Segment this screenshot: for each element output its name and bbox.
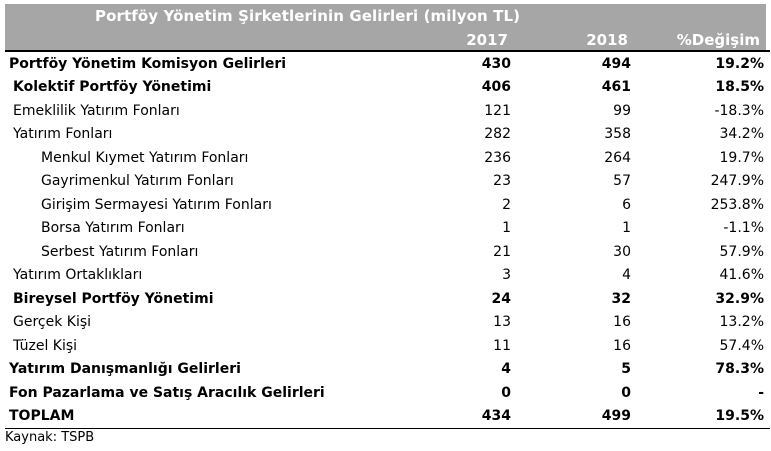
cell-2018: 0: [621, 384, 631, 401]
cell-change: -1.1%: [723, 220, 764, 237]
row-label: Girişim Sermayesi Yatırım Fonları: [41, 196, 272, 213]
cell-2018: 499: [601, 408, 631, 425]
cell-change: 57.4%: [719, 337, 764, 354]
cell-change: 19.5%: [715, 408, 764, 425]
table-row: Serbest Yatırım Fonları 21 30 57.9%: [5, 240, 770, 264]
cell-change: 57.9%: [719, 243, 764, 260]
table-row: Borsa Yatırım Fonları 1 1 -1.1%: [5, 217, 770, 241]
cell-change: 18.5%: [715, 79, 764, 96]
table-row: Kolektif Portföy Yönetimi 406 461 18.5%: [5, 76, 770, 100]
table-row: TOPLAM 434 499 19.5%: [5, 405, 770, 429]
row-label: Kolektif Portföy Yönetimi: [13, 79, 212, 96]
table-row: Girişim Sermayesi Yatırım Fonları 2 6 253.8…: [5, 193, 770, 217]
column-header-2017: 2017: [466, 31, 508, 49]
cell-2018: 494: [511, 50, 631, 76]
table-row: Gayrimenkul Yatırım Fonları 23 57 247.9%: [5, 170, 770, 194]
table-title: Portföy Yönetim Şirketlerinin Gelirleri …: [95, 7, 521, 25]
table-row: Menkul Kıymet Yatırım Fonları 236 264 19.7%: [5, 146, 770, 170]
source-note: Kaynak: TSPB: [5, 430, 95, 445]
column-header-2018: 2018: [586, 31, 628, 49]
row-label: Tüzel Kişi: [13, 337, 78, 354]
table-row: Gerçek Kişi 13 16 13.2%: [5, 311, 770, 335]
cell-2017: 282: [484, 126, 511, 143]
cell-change: 253.8%: [710, 196, 764, 213]
cell-2017: 11: [493, 337, 511, 354]
table-row: Yatırım Danışmanlığı Gelirleri 4 5 78.3%: [5, 358, 770, 382]
row-label: Fon Pazarlama ve Satış Aracılık Gelirler…: [9, 384, 325, 401]
cell-change: 247.9%: [710, 173, 764, 190]
revenue-table-container: Portföy Yönetim Şirketlerinin Gelirleri …: [5, 4, 770, 429]
cell-2018: 1: [622, 220, 631, 237]
table-row: Fon Pazarlama ve Satış Aracılık Gelirler…: [5, 381, 770, 405]
cell-2018: 30: [613, 243, 631, 260]
row-label: Emeklilik Yatırım Fonları: [13, 102, 180, 119]
row-label: Borsa Yatırım Fonları: [41, 220, 185, 237]
cell-2017: 3: [502, 267, 511, 284]
cell-2017: 23: [493, 173, 511, 190]
cell-2017: 21: [493, 243, 511, 260]
row-label: TOPLAM: [9, 408, 75, 425]
row-label: Yatırım Fonları: [13, 126, 113, 143]
cell-change: 41.6%: [719, 267, 764, 284]
table-row: Bireysel Portföy Yönetimi 24 32 32.9%: [5, 287, 770, 311]
cell-change: 78.3%: [715, 361, 764, 378]
row-label: Menkul Kıymet Yatırım Fonları: [41, 149, 249, 166]
row-label: Portföy Yönetim Komisyon Gelirleri: [5, 50, 407, 76]
cell-change: -: [758, 384, 764, 401]
cell-2017: 434: [481, 408, 511, 425]
cell-2018: 16: [613, 337, 631, 354]
revenue-table: Portföy Yönetim Komisyon Gelirleri 430 494…: [5, 50, 770, 429]
cell-2017: 406: [481, 79, 511, 96]
cell-2017: 24: [491, 290, 511, 307]
cell-change: 19.2%: [631, 50, 770, 76]
cell-2018: 5: [621, 361, 631, 378]
row-label: Yatırım Ortaklıkları: [13, 267, 143, 284]
cell-change: 13.2%: [719, 314, 764, 331]
cell-change: -18.3%: [714, 102, 764, 119]
table-row: Portföy Yönetim Komisyon Gelirleri 430 494…: [5, 50, 770, 76]
row-label: Gayrimenkul Yatırım Fonları: [41, 173, 234, 190]
cell-2017: 430: [407, 50, 511, 76]
cell-2018: 4: [622, 267, 631, 284]
table-row: Yatırım Fonları 282 358 34.2%: [5, 123, 770, 147]
cell-2017: 0: [501, 384, 511, 401]
row-label: Serbest Yatırım Fonları: [41, 243, 199, 260]
table-row: Tüzel Kişi 11 16 57.4%: [5, 334, 770, 358]
cell-2018: 461: [601, 79, 631, 96]
row-label: Bireysel Portföy Yönetimi: [13, 290, 214, 307]
row-label: Yatırım Danışmanlığı Gelirleri: [9, 361, 241, 378]
cell-2018: 99: [613, 102, 631, 119]
cell-2017: 1: [502, 220, 511, 237]
table-row: Yatırım Ortaklıkları 3 4 41.6%: [5, 264, 770, 288]
cell-2018: 16: [613, 314, 631, 331]
cell-2018: 6: [622, 196, 631, 213]
cell-change: 34.2%: [719, 126, 764, 143]
cell-2017: 121: [484, 102, 511, 119]
cell-2018: 32: [611, 290, 631, 307]
row-label: Gerçek Kişi: [13, 314, 92, 331]
cell-2018: 57: [613, 173, 631, 190]
column-header-change: %Değişim: [676, 31, 760, 49]
cell-2017: 13: [493, 314, 511, 331]
cell-2018: 358: [604, 126, 631, 143]
table-header-bar: Portföy Yönetim Şirketlerinin Gelirleri …: [5, 4, 766, 50]
cell-change: 19.7%: [719, 149, 764, 166]
cell-2017: 4: [501, 361, 511, 378]
cell-2017: 2: [502, 196, 511, 213]
cell-2018: 264: [604, 149, 631, 166]
cell-2017: 236: [484, 149, 511, 166]
cell-change: 32.9%: [715, 290, 764, 307]
table-row: Emeklilik Yatırım Fonları 121 99 -18.3%: [5, 99, 770, 123]
